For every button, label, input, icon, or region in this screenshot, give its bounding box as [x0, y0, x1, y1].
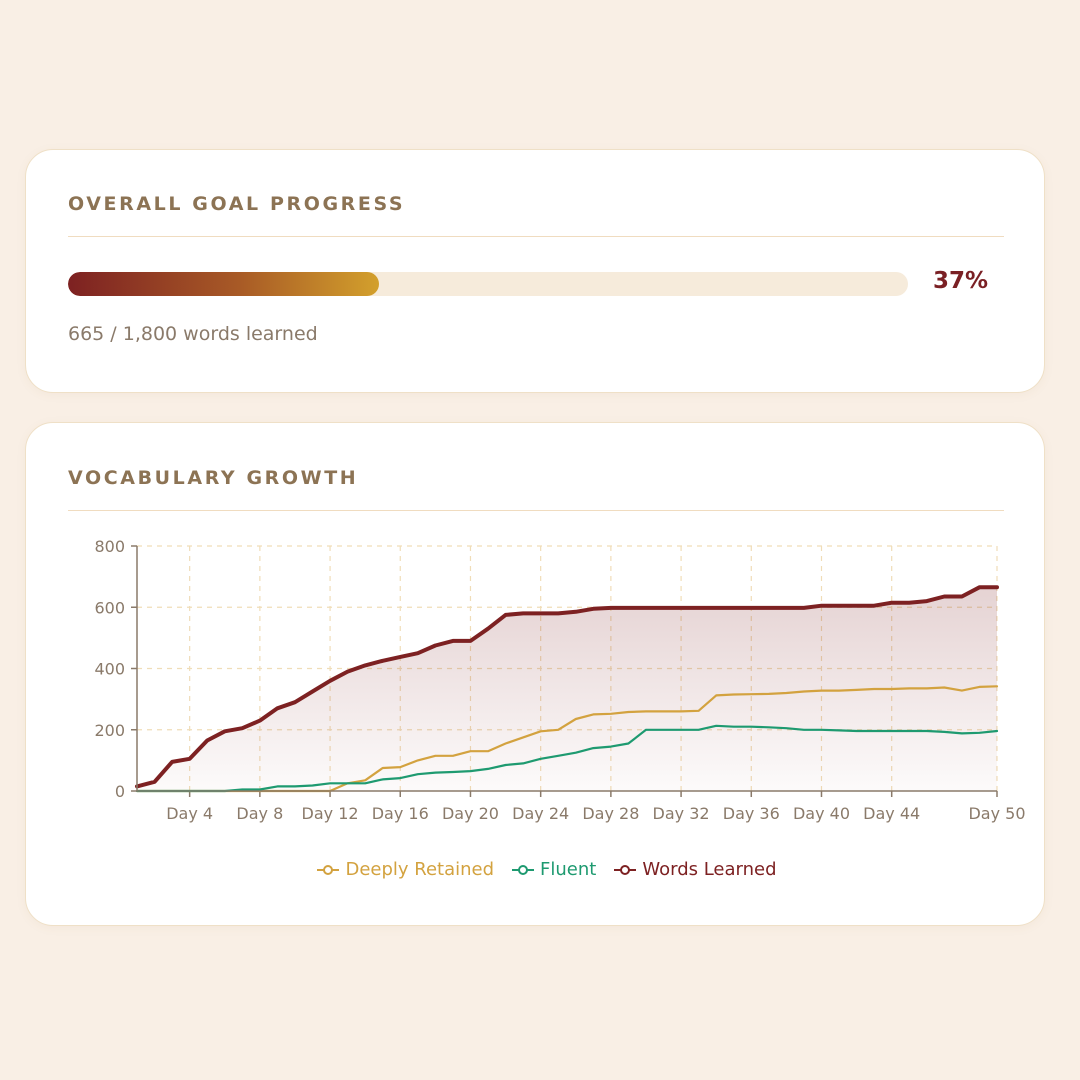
x-tick-label: Day 16 — [372, 804, 429, 823]
x-tick-label: Day 24 — [512, 804, 569, 823]
y-tick-label: 400 — [94, 660, 125, 679]
x-tick-label: Day 50 — [968, 804, 1025, 823]
words-learned-count: 665 / 1,800 words learned — [68, 323, 318, 345]
chart-legend: Deeply Retained Fluent Words Learned — [26, 859, 1044, 880]
legend-label: Words Learned — [642, 859, 777, 880]
goal-progress-fill — [68, 272, 379, 296]
x-tick-label: Day 8 — [236, 804, 283, 823]
x-tick-label: Day 44 — [863, 804, 920, 823]
legend-label: Deeply Retained — [345, 859, 495, 880]
words-learned-line — [135, 585, 999, 789]
fluent-line — [135, 724, 999, 793]
y-tick-label: 800 — [94, 537, 125, 556]
legend-marker-icon — [317, 864, 340, 876]
legend-item-deeply-retained[interactable]: Deeply Retained — [317, 859, 494, 880]
x-tick-label: Day 28 — [582, 804, 639, 823]
vocabulary-growth-card: VOCABULARY GROWTH Day 4 Day 8 Day 12 Day 16… — [25, 422, 1045, 926]
x-tick-label: Day 12 — [302, 804, 359, 823]
vocabulary-growth-divider — [68, 510, 1004, 511]
goal-progress-divider — [68, 236, 1004, 237]
y-tick-label: 0 — [115, 782, 125, 801]
x-tick-label: Day 4 — [166, 804, 213, 823]
legend-item-words-learned[interactable]: Words Learned — [614, 859, 777, 880]
y-tick-label: 200 — [94, 721, 125, 740]
goal-progress-title: OVERALL GOAL PROGRESS — [68, 193, 406, 215]
legend-marker-icon — [512, 864, 535, 876]
legend-item-fluent[interactable]: Fluent — [512, 859, 596, 880]
goal-progress-percent: 37% — [932, 268, 988, 294]
vocabulary-growth-title: VOCABULARY GROWTH — [68, 467, 359, 489]
x-tick-label: Day 32 — [653, 804, 710, 823]
x-tick-label: Day 40 — [793, 804, 850, 823]
goal-progress-card: OVERALL GOAL PROGRESS 37% 665 / 1,800 wo… — [25, 149, 1045, 393]
x-tick-label: Day 36 — [723, 804, 780, 823]
y-tick-label: 600 — [94, 598, 125, 617]
x-tick-label: Day 20 — [442, 804, 499, 823]
legend-marker-icon — [614, 864, 637, 876]
vocabulary-growth-chart: Day 4 Day 8 Day 12 Day 16 Day 20 Day 24 Day 28… — [94, 537, 1025, 823]
legend-label: Fluent — [540, 859, 597, 880]
words-learned-area — [137, 587, 997, 791]
goal-progress-bar — [68, 272, 908, 296]
